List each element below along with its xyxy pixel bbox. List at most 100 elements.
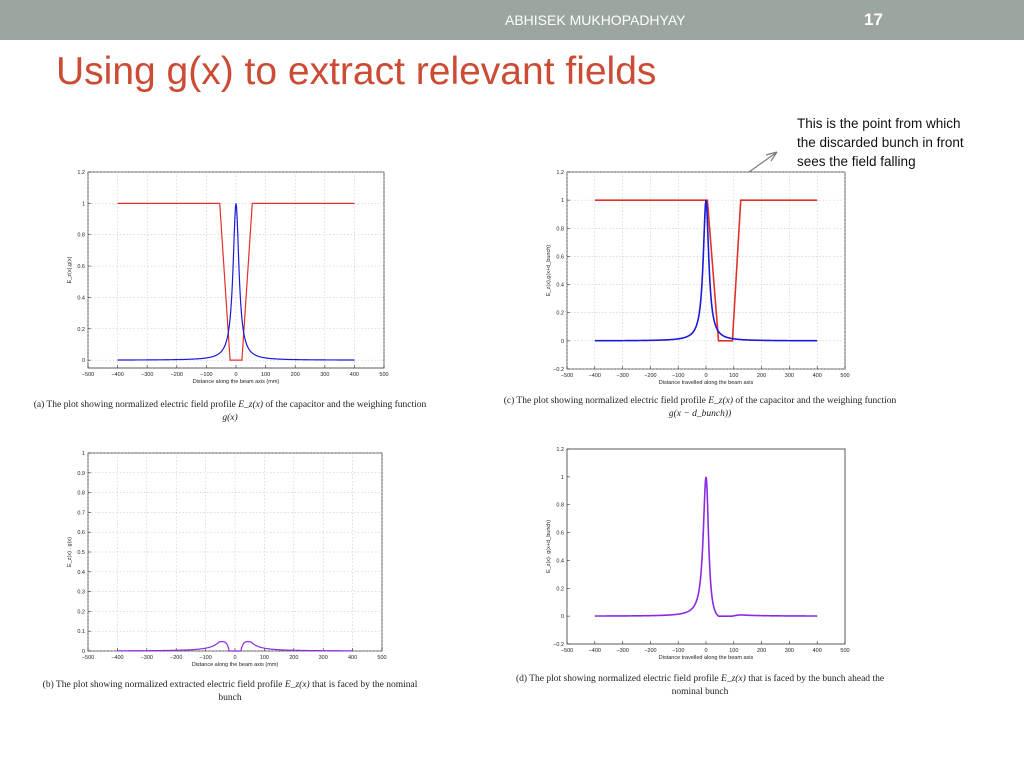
x-tick-label: 300 [785,648,794,654]
y-tick-label: 0.8 [77,233,85,239]
y-tick-label: 0.6 [77,530,85,536]
y-tick-label: 0.1 [77,629,85,635]
x-tick-label: −300 [141,655,153,661]
x-tick-label: −400 [111,372,123,378]
y-tick-label: 1 [82,451,85,457]
x-axis-label: Distance along the beam axis (mm) [193,379,280,385]
y-tick-label: 1.2 [77,170,85,176]
chart-b: −500 −400 −300 −200 −100 0 100 200 300 400 500 0 0.1… [67,451,387,668]
caption-d: (d) The plot showing normalized electric… [500,673,900,699]
x-axis-label: Distance along the beam axis (mm) [192,662,279,668]
caption-d-math1: E_z(x) [721,674,746,684]
x-tick-label: 200 [757,373,766,379]
y-axis-label: E_z(x) . g(x) [67,537,73,567]
y-tick-label: −0.2 [553,642,564,648]
y-tick-label: 0.6 [556,531,564,537]
y-tick-label: 0 [82,358,85,364]
y-tick-label: 0.2 [77,609,85,615]
caption-c-math2: g(x − d_bunch)) [668,409,732,419]
x-tick-label: −500 [561,648,573,654]
y-tick-label: 0.6 [556,254,564,260]
x-tick-label: 0 [234,372,237,378]
x-tick-label: −100 [200,372,212,378]
x-tick-label: −500 [82,655,94,661]
series-line-product [117,640,353,652]
chart-c: −500 −400 −300 −200 −100 0 100 200 300 400 500 −0.2… [546,170,850,386]
x-tick-label: −400 [589,373,601,379]
x-tick-label: 0 [233,655,236,661]
y-axis-label: E_z(x),g(x+d_bunch) [546,245,552,296]
caption-b-math1: E_z(x) [284,680,310,690]
x-tick-label: 100 [729,373,738,379]
y-tick-label: 0.2 [556,311,564,317]
chart-a: −500 −400 −300 −200 −100 0 100 200 300 400 500 0 0.2… [67,170,389,385]
x-tick-label: 500 [377,655,386,661]
x-tick-label: 500 [379,372,388,378]
caption-a-middle: of the capacitor and the weighing functi… [263,400,427,410]
y-tick-label: 0.5 [77,550,85,556]
slide-title: Using g(x) to extract relevant fields [56,50,657,93]
caption-d-prefix: (d) The plot showing normalized electric… [515,674,722,684]
x-tick-label: 400 [813,648,822,654]
x-tick-label: −400 [589,648,601,654]
y-tick-label: 0 [561,614,564,620]
caption-a: (a) The plot showing normalized electric… [30,399,430,425]
x-tick-label: −100 [199,655,211,661]
y-tick-label: 0.2 [556,586,564,592]
y-tick-label: 1.2 [556,447,564,453]
x-tick-label: 100 [260,655,269,661]
y-tick-label: 0.4 [556,283,564,289]
y-axis-label: E_z(x),g(x) [67,256,73,283]
caption-c-middle: of the capacitor and the weighing functi… [733,396,897,406]
x-tick-label: 300 [320,372,329,378]
caption-c-prefix: (c) The plot showing normalized electric… [503,396,709,406]
x-tick-label: −300 [616,648,628,654]
y-tick-label: 0.2 [77,327,85,333]
x-axis-label: Distance travelled along the beam axis [659,380,754,386]
x-tick-label: 400 [350,372,359,378]
header-bar: ABHISEK MUKHOPADHYAY 17 [0,0,1024,40]
y-tick-label: 1 [561,198,564,204]
x-tick-label: 200 [291,372,300,378]
y-tick-label: 1 [561,475,564,481]
caption-d-middle: that is faced by the bunch ahead the nom… [671,674,885,697]
y-tick-label: 0.8 [77,491,85,497]
x-tick-label: 400 [813,373,822,379]
page-number: 17 [864,10,883,29]
x-tick-label: −200 [644,373,656,379]
y-tick-label: 0 [82,649,85,655]
x-tick-label: −100 [672,373,684,379]
x-tick-label: −300 [141,372,153,378]
x-tick-label: 500 [840,373,849,379]
caption-b: (b) The plot showing normalized extracte… [30,679,430,705]
y-tick-label: 0.7 [77,510,85,516]
y-tick-label: 0.9 [77,471,85,477]
caption-a-math2: g(x) [222,413,238,423]
x-tick-label: −500 [561,373,573,379]
x-tick-label: 300 [319,655,328,661]
x-tick-label: 300 [785,373,794,379]
y-tick-label: 1 [82,201,85,207]
x-tick-label: −200 [644,648,656,654]
y-tick-label: 0.4 [77,570,85,576]
y-tick-label: 1.2 [556,170,564,176]
x-tick-label: −300 [616,373,628,379]
caption-a-prefix: (a) The plot showing normalized electric… [33,400,239,410]
y-axis-label: E_z(x)· g(x+d_bunch) [546,520,552,573]
x-tick-label: −100 [672,648,684,654]
x-tick-label: −200 [170,655,182,661]
series-line-gate [594,199,818,342]
x-tick-label: 400 [348,655,357,661]
x-tick-label: 0 [704,648,707,654]
x-tick-label: 100 [729,648,738,654]
x-tick-label: 500 [840,648,849,654]
y-tick-label: 0.8 [556,226,564,232]
x-tick-label: 200 [757,648,766,654]
series-line-lorentz [594,200,818,342]
caption-c-math1: E_z(x) [708,396,734,406]
y-tick-label: 0 [561,339,564,345]
caption-b-middle: that is faced by the nominal bunch [218,680,418,703]
annotation-note: This is the point from which the discard… [797,116,964,169]
y-tick-label: 0.4 [556,558,564,564]
x-axis-label: Distance travelled along the beam axis [659,655,754,661]
